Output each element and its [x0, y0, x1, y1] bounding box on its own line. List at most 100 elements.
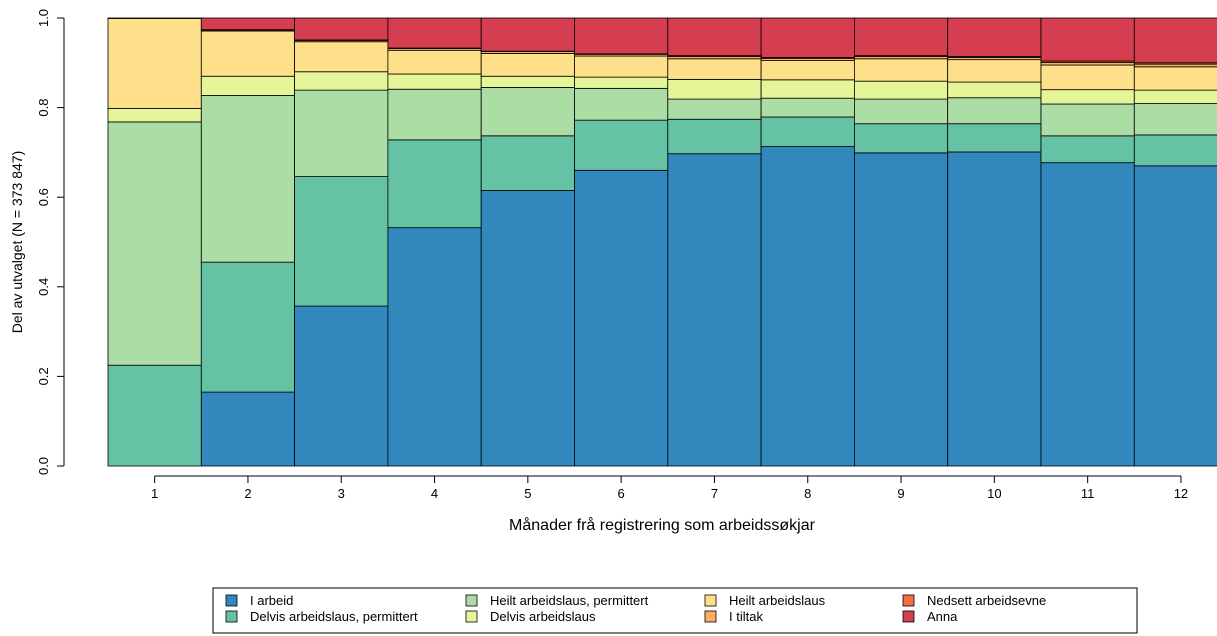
y-axis-title: Del av utvalget (N = 373 847)	[9, 151, 25, 334]
x-tick-label: 5	[524, 486, 531, 501]
legend-label: Heilt arbeidslaus	[729, 593, 826, 608]
x-tick-label: 10	[987, 486, 1001, 501]
legend-label: Anna	[927, 609, 958, 624]
x-tick-label: 4	[431, 486, 438, 501]
y-tick-label: 0.2	[36, 367, 51, 385]
bar-segment-10-4	[947, 81, 1042, 99]
x-tick-label: 7	[711, 486, 718, 501]
bar-segment-11-8	[1040, 17, 1135, 62]
bar-segment-1-4	[107, 108, 202, 123]
y-tick-label: 0.6	[36, 188, 51, 206]
bar-segment-1-2	[107, 364, 202, 467]
bar-segment-4-1	[387, 227, 482, 467]
bar-segment-9-4	[854, 80, 949, 100]
bar-segment-11-6	[1040, 61, 1135, 66]
bar-segment-9-5	[854, 58, 949, 82]
bar-segment-10-2	[947, 123, 1042, 153]
y-tick-label: 0.4	[36, 278, 51, 296]
legend-swatch	[902, 594, 915, 607]
legend-label: Heilt arbeidslaus, permittert	[490, 593, 649, 608]
bar-segment-10-8	[947, 17, 1042, 57]
bar-segment-4-3	[387, 88, 482, 141]
x-axis-title: Månader frå registrering som arbeidssøkj…	[509, 516, 816, 534]
bar-segment-2-8	[200, 17, 296, 31]
bar-segment-3-3	[294, 89, 389, 177]
bar-segment-3-1	[294, 305, 389, 467]
bar-segment-9-8	[854, 17, 949, 57]
legend-label: I arbeid	[250, 593, 293, 608]
bar-segment-7-2	[667, 118, 762, 155]
legend-swatch	[225, 594, 238, 607]
bar-segment-5-2	[480, 135, 575, 191]
bar-segment-4-4	[387, 73, 482, 90]
y-tick-label: 0.0	[36, 457, 51, 475]
legend-swatch	[225, 610, 238, 623]
bar-segment-7-4	[667, 78, 762, 100]
bar-segment-1-3	[107, 121, 202, 366]
bar-segment-2-4	[200, 75, 296, 96]
bar-segment-2-1	[200, 391, 296, 467]
legend-swatch	[465, 610, 478, 623]
bar-segment-12-5	[1133, 66, 1217, 91]
bar-segment-12-8	[1133, 17, 1217, 64]
x-tick-label: 12	[1174, 486, 1188, 501]
bar-segment-10-1	[947, 151, 1042, 467]
legend-label: Nedsett arbeidsevne	[927, 593, 1046, 608]
bar-segment-5-1	[480, 190, 575, 467]
legend-swatch	[902, 610, 915, 623]
bar-segment-11-3	[1040, 103, 1135, 137]
legend-label: Delvis arbeidslaus	[490, 609, 596, 624]
bar-segment-8-5	[760, 60, 855, 81]
bar-segment-2-5	[200, 30, 296, 77]
bar-segment-6-8	[574, 17, 669, 55]
bar-segment-3-5	[294, 41, 389, 73]
bar-segment-11-5	[1040, 64, 1135, 91]
bar-segment-7-8	[667, 17, 762, 57]
bar-segment-7-5	[667, 58, 762, 80]
legend-label: Delvis arbeidslaus, permittert	[250, 609, 418, 624]
bar-segment-12-3	[1133, 103, 1217, 136]
bar-segment-5-3	[480, 87, 575, 137]
x-tick-label: 9	[897, 486, 904, 501]
bar-segment-8-1	[760, 146, 855, 467]
y-axis: 0.0 0.2 0.4 0.6 0.8 1.0	[36, 9, 65, 475]
bar-segment-8-8	[760, 17, 855, 58]
bar-segment-3-2	[294, 176, 389, 307]
legend-swatch	[704, 610, 717, 623]
bar-segment-7-3	[667, 98, 762, 120]
x-tick-label: 11	[1081, 486, 1095, 501]
legend-label: I tiltak	[729, 609, 763, 624]
bar-segment-4-8	[387, 17, 482, 49]
x-tick-label: 6	[618, 486, 625, 501]
bar-segment-9-2	[854, 123, 949, 154]
x-tick-label: 1	[151, 486, 158, 501]
bar-segment-9-1	[854, 152, 949, 467]
x-axis: 1 2 3 4 5 6 7 8 9 10 11 12	[151, 475, 1188, 501]
bar-segment-2-2	[200, 261, 296, 393]
bar-segment-7-1	[667, 153, 762, 467]
bar-segment-3-4	[294, 71, 389, 91]
legend-swatch	[465, 594, 478, 607]
bar-segment-12-1	[1133, 165, 1217, 467]
bar-segment-5-8	[480, 17, 575, 52]
bar-segment-6-5	[574, 55, 669, 78]
bar-segment-8-2	[760, 116, 855, 147]
bar-segment-4-2	[387, 139, 482, 229]
bar-segment-6-3	[574, 87, 669, 121]
bar-segment-6-4	[574, 76, 669, 89]
bar-segment-8-3	[760, 97, 855, 118]
bar-segment-11-4	[1040, 89, 1135, 105]
bar-segment-5-5	[480, 52, 575, 77]
bar-segment-8-4	[760, 79, 855, 99]
x-tick-label: 8	[804, 486, 811, 501]
bar-segment-10-3	[947, 97, 1042, 125]
y-tick-label: 1.0	[36, 9, 51, 27]
legend-swatch	[704, 594, 717, 607]
bar-segment-10-5	[947, 59, 1042, 83]
bar-segment-9-3	[854, 98, 949, 125]
y-tick-label: 0.8	[36, 99, 51, 117]
bar-segment-12-2	[1133, 134, 1217, 167]
bar-segment-11-2	[1040, 135, 1135, 164]
bar-segment-12-6	[1133, 63, 1217, 68]
